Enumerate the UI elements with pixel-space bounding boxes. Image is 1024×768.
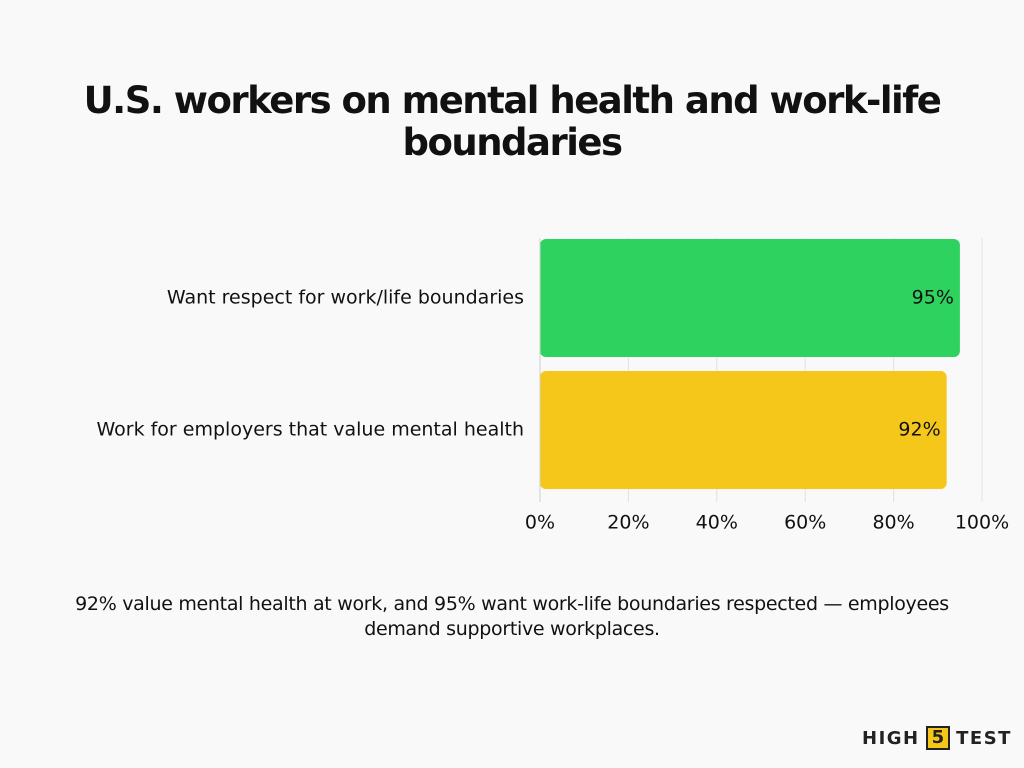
brand-text: HIGH [862,727,920,749]
x-tick-label: 20% [607,512,649,534]
value-label: 92% [898,419,940,441]
brand-text: TEST [956,727,1012,749]
caption: 92% value mental health at work, and 95%… [75,593,949,640]
x-tick-label: 60% [784,512,826,534]
brand-logo: HIGH 5 TEST [862,726,1012,750]
x-tick-label: 0% [525,512,555,534]
y-tick-label: Work for employers that value mental hea… [96,419,524,441]
y-tick-label: Want respect for work/life boundaries [167,287,524,309]
x-tick-label: 80% [872,512,914,534]
bar [540,371,947,489]
x-tick-label: 40% [696,512,738,534]
bar [540,239,960,357]
brand-badge: 5 [925,726,951,750]
chart-title: U.S. workers on mental health and work-l… [83,79,942,164]
x-tick-label: 100% [955,512,1009,534]
value-label: 95% [912,287,954,309]
